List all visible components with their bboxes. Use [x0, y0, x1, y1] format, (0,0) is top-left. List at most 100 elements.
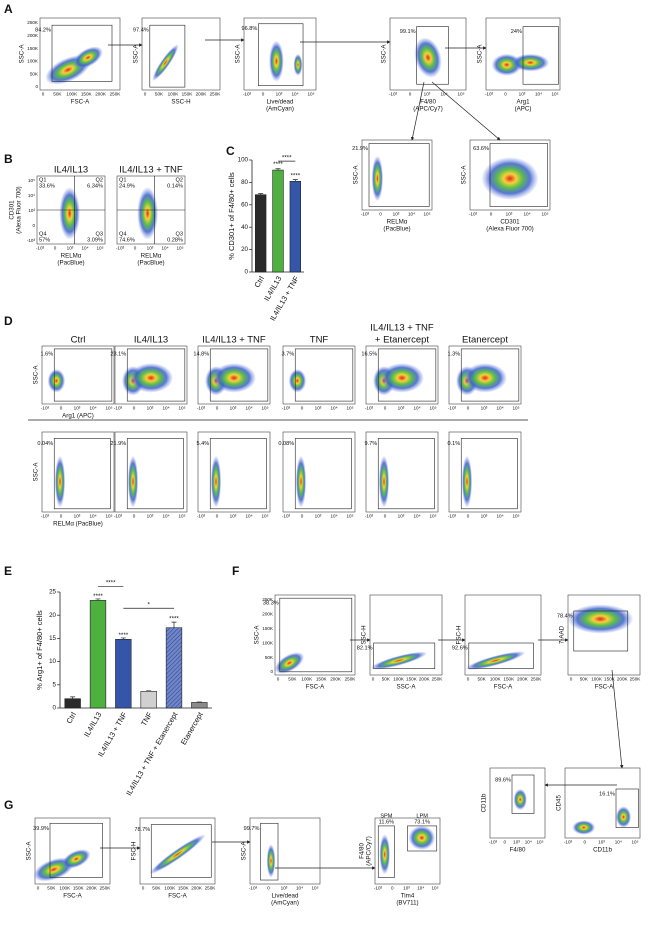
- x-tick-label: 0: [409, 92, 412, 97]
- x-tick-label: 250K: [100, 886, 112, 891]
- x-tick-label: 10⁵: [457, 92, 464, 97]
- gate: [511, 774, 535, 814]
- x-tick-label: 0: [142, 886, 145, 891]
- x-tick-label: 100K: [66, 92, 78, 97]
- x-tick-label: 10³: [315, 406, 322, 411]
- y-tick-label: -10³: [27, 238, 36, 243]
- y-axis-label: SSC-A: [353, 165, 360, 185]
- cell-density: [62, 849, 91, 869]
- gate-percent: 38.3%: [263, 601, 279, 607]
- x-tick-label: 0: [372, 677, 375, 682]
- x-axis-label: F4/80: [510, 847, 526, 854]
- x-tick-label: 150K: [604, 677, 616, 682]
- y-tick-label: 100: [238, 157, 249, 164]
- plot-title: IL4/IL13: [134, 335, 168, 346]
- y-axis-label: SSC-A: [33, 462, 40, 482]
- quadrant-percent: 33.6%: [39, 183, 55, 189]
- y-tick-label: 20: [241, 246, 248, 253]
- x-tick-label: 10³: [398, 514, 405, 519]
- x-axis-label: FSC-A: [168, 893, 187, 900]
- panel-letter: D: [4, 314, 13, 328]
- x-tick-label: 250K: [205, 886, 217, 891]
- cell-density: [572, 820, 595, 835]
- x-tick-label: 10³: [403, 886, 410, 891]
- x-tick-label: 100K: [168, 92, 180, 97]
- x-axis-label: (PacBlue): [383, 226, 410, 233]
- x-axis-label: (BV711): [396, 900, 418, 907]
- x-tick-label: 10³: [147, 246, 154, 251]
- gate: [377, 348, 437, 402]
- x-tick-label: 10³: [147, 514, 154, 519]
- error-bar: [275, 168, 281, 171]
- plot-title: IL4/IL13 + TNF: [370, 323, 434, 334]
- cell-density: [568, 604, 633, 634]
- y-tick-label: 40: [241, 224, 248, 231]
- cell-density: [212, 363, 256, 393]
- x-axis-label: CD301: [500, 219, 520, 226]
- x-tick-label: -10³: [365, 406, 374, 411]
- plot-title: IL4/IL13 + TNF: [119, 165, 183, 176]
- x-axis-label: RELMα (PacBlue): [53, 521, 103, 528]
- x-tick-label: 10⁴: [291, 92, 298, 97]
- x-tick-label: -10³: [116, 246, 125, 251]
- x-tick-label: 10³: [230, 406, 237, 411]
- gate: [258, 23, 304, 86]
- cell-density: [149, 834, 206, 875]
- x-tick-label: 10⁵: [176, 246, 183, 251]
- x-tick-label: 200K: [196, 92, 208, 97]
- gate-percent: 16.5%: [361, 351, 377, 357]
- x-tick-label: 0: [570, 677, 573, 682]
- gate: [53, 348, 113, 402]
- x-axis-label: RELMα: [387, 219, 408, 226]
- x-tick-label: 10⁵: [96, 246, 103, 251]
- cell-density: [129, 363, 173, 393]
- x-tick-label: 10⁵: [551, 92, 558, 97]
- quadrant-name: Q4: [119, 231, 126, 237]
- gate: [209, 348, 269, 402]
- x-tick-label: 250K: [630, 677, 642, 682]
- x-tick-label: 10⁵: [512, 514, 519, 519]
- x-tick-label: 100K: [164, 886, 176, 891]
- x-tick-label: 10³: [513, 840, 520, 845]
- x-tick-label: 10⁵: [541, 212, 548, 217]
- y-axis-label: FSC-H: [456, 626, 463, 645]
- x-tick-label: -10³: [41, 406, 50, 411]
- x-tick-label: 10⁵: [178, 406, 185, 411]
- x-tick-label: 150K: [316, 677, 328, 682]
- x-tick-label: 200K: [419, 677, 431, 682]
- x-tick-label: 10³: [481, 406, 488, 411]
- x-tick-label: 10⁴: [330, 514, 337, 519]
- x-tick-label: 100K: [490, 677, 502, 682]
- gate: [150, 824, 212, 878]
- cell-density: [274, 652, 304, 674]
- gate: [573, 610, 629, 652]
- x-tick-label: 250K: [531, 677, 543, 682]
- x-tick-label: 10⁴: [496, 406, 503, 411]
- x-tick-label: 10³: [67, 246, 74, 251]
- x-tick-label: 150K: [73, 886, 85, 891]
- x-tick-label: 0: [467, 406, 470, 411]
- x-tick-label: 50K: [382, 677, 391, 682]
- x-tick-label: 10³: [74, 514, 81, 519]
- x-tick-label: 150K: [81, 92, 93, 97]
- gate-percent: 24%: [511, 29, 522, 35]
- quadrant-percent: 0.28%: [167, 237, 183, 243]
- x-tick-label: 0: [144, 92, 147, 97]
- x-tick-label: 0: [379, 212, 382, 217]
- cell-density: [482, 157, 538, 200]
- x-axis-label: (AmCyan): [266, 106, 294, 113]
- gate: [460, 438, 518, 510]
- y-tick-label: 0: [35, 84, 38, 89]
- x-tick-label: 10⁵: [431, 886, 438, 891]
- cell-density: [414, 37, 442, 78]
- x-tick-label: -10³: [36, 246, 45, 251]
- cell-density: [461, 456, 473, 508]
- x-tick-label: 10⁴: [162, 514, 169, 519]
- y-axis-label: SSC-A: [33, 365, 40, 385]
- x-tick-label: 10³: [315, 514, 322, 519]
- x-tick-label: 10⁵: [346, 514, 353, 519]
- panel-letter: E: [4, 564, 12, 578]
- gate-arrow: [431, 81, 501, 141]
- cell-density: [127, 456, 139, 508]
- plot-title: Etanercept: [462, 335, 508, 346]
